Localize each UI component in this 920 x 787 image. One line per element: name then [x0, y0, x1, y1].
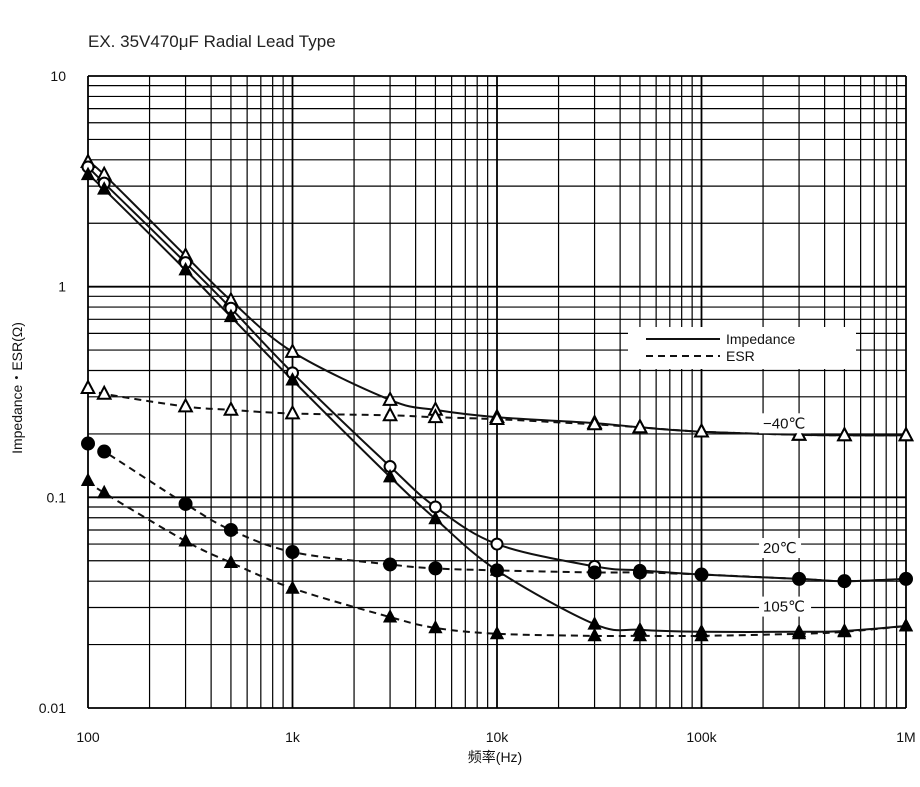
x-tick-label: 100 — [76, 729, 100, 745]
data-point-esr-20c — [837, 574, 852, 589]
temperature-annotations: −40℃ 20℃ 105℃ — [759, 413, 812, 617]
x-axis-ticks: 100 1k 10k 100k 1M — [76, 729, 915, 745]
data-point-esr-105c — [587, 627, 602, 642]
data-point-impedance-105c — [428, 510, 443, 525]
legend-label-impedance: Impedance — [726, 331, 795, 347]
temperature-label: 20℃ — [763, 540, 797, 557]
data-point-esr-minus40c — [693, 422, 710, 438]
legend-label-esr: ESR — [726, 348, 755, 364]
data-point-impedance-105c — [382, 468, 398, 483]
data-point-esr-20c — [81, 436, 95, 451]
y-axis-ticks: 10 1 0.1 0.01 — [39, 68, 66, 716]
data-point-esr-20c — [792, 571, 807, 586]
data-point-impedance-105c — [178, 261, 193, 276]
data-point-esr-20c — [587, 565, 602, 580]
data-point-esr-minus40c — [791, 425, 808, 441]
x-axis-label: 频率(Hz) — [468, 749, 522, 765]
data-point-esr-105c — [223, 554, 239, 568]
data-point-impedance-105c — [489, 562, 505, 576]
data-point-esr-105c — [632, 627, 648, 642]
marker-layer — [80, 153, 914, 642]
data-point-impedance-105c — [285, 372, 300, 386]
data-point-esr-20c — [178, 496, 193, 511]
x-tick-label: 100k — [686, 729, 717, 745]
data-point-esr-105c — [80, 472, 96, 487]
plot-grid — [87, 75, 907, 709]
data-point-impedance-105c — [80, 166, 96, 181]
x-tick-label: 1M — [896, 729, 915, 745]
data-point-esr-minus40c — [427, 408, 444, 424]
data-point-esr-minus40c — [382, 406, 399, 422]
data-point-impedance-20c — [428, 500, 442, 514]
data-point-esr-20c — [694, 567, 709, 582]
data-point-esr-minus40c — [284, 404, 301, 420]
data-point-esr-105c — [898, 617, 914, 632]
data-point-esr-20c — [383, 557, 398, 572]
temperature-label: −40℃ — [763, 415, 805, 432]
y-tick-label: 0.1 — [47, 489, 67, 505]
data-point-esr-105c — [428, 619, 443, 634]
data-point-esr-minus40c — [222, 400, 239, 416]
data-point-esr-20c — [899, 571, 913, 586]
data-point-impedance-105c — [97, 181, 112, 195]
data-point-esr-20c — [97, 444, 112, 459]
legend-box — [628, 327, 856, 369]
y-tick-label: 1 — [58, 279, 66, 295]
data-point-esr-105c — [285, 580, 300, 594]
temperature-label: 105℃ — [763, 599, 805, 616]
data-point-esr-minus40c — [177, 397, 194, 413]
data-point-esr-105c — [791, 625, 807, 640]
series-line-esr-20c — [87, 442, 907, 583]
data-point-impedance-20c — [490, 537, 504, 551]
data-point-esr-105c — [837, 623, 852, 638]
data-point-esr-20c — [285, 545, 300, 560]
data-point-esr-20c — [632, 565, 647, 580]
x-tick-label: 1k — [285, 729, 301, 745]
data-point-esr-105c — [489, 625, 505, 640]
series-line-esr-105c — [87, 479, 907, 638]
data-point-esr-20c — [428, 561, 443, 576]
data-point-esr-20c — [223, 522, 238, 537]
y-tick-label: 0.01 — [39, 700, 66, 716]
data-point-esr-minus40c — [631, 418, 648, 434]
x-tick-label: 10k — [486, 729, 510, 745]
y-axis-label: Impedance・ESR(Ω) — [9, 322, 25, 454]
data-point-esr-minus40c — [898, 426, 914, 442]
data-point-impedance-105c — [223, 308, 239, 323]
annotation-bg — [759, 596, 812, 617]
data-point-esr-105c — [382, 609, 398, 623]
data-point-impedance-minus40c — [382, 390, 399, 406]
data-point-esr-105c — [694, 627, 709, 642]
data-point-esr-minus40c — [836, 426, 853, 442]
data-point-esr-105c — [178, 533, 193, 547]
data-point-esr-minus40c — [96, 384, 113, 400]
chart-title: EX. 35V470μF Radial Lead Type — [88, 32, 336, 51]
data-point-impedance-minus40c — [284, 342, 301, 358]
data-point-esr-minus40c — [489, 410, 505, 426]
y-tick-label: 10 — [50, 68, 66, 84]
annotation-bg — [759, 413, 812, 434]
data-point-esr-105c — [97, 484, 112, 499]
data-point-esr-minus40c — [586, 415, 603, 431]
annotation-bg — [759, 538, 802, 559]
data-point-esr-minus40c — [80, 378, 96, 394]
